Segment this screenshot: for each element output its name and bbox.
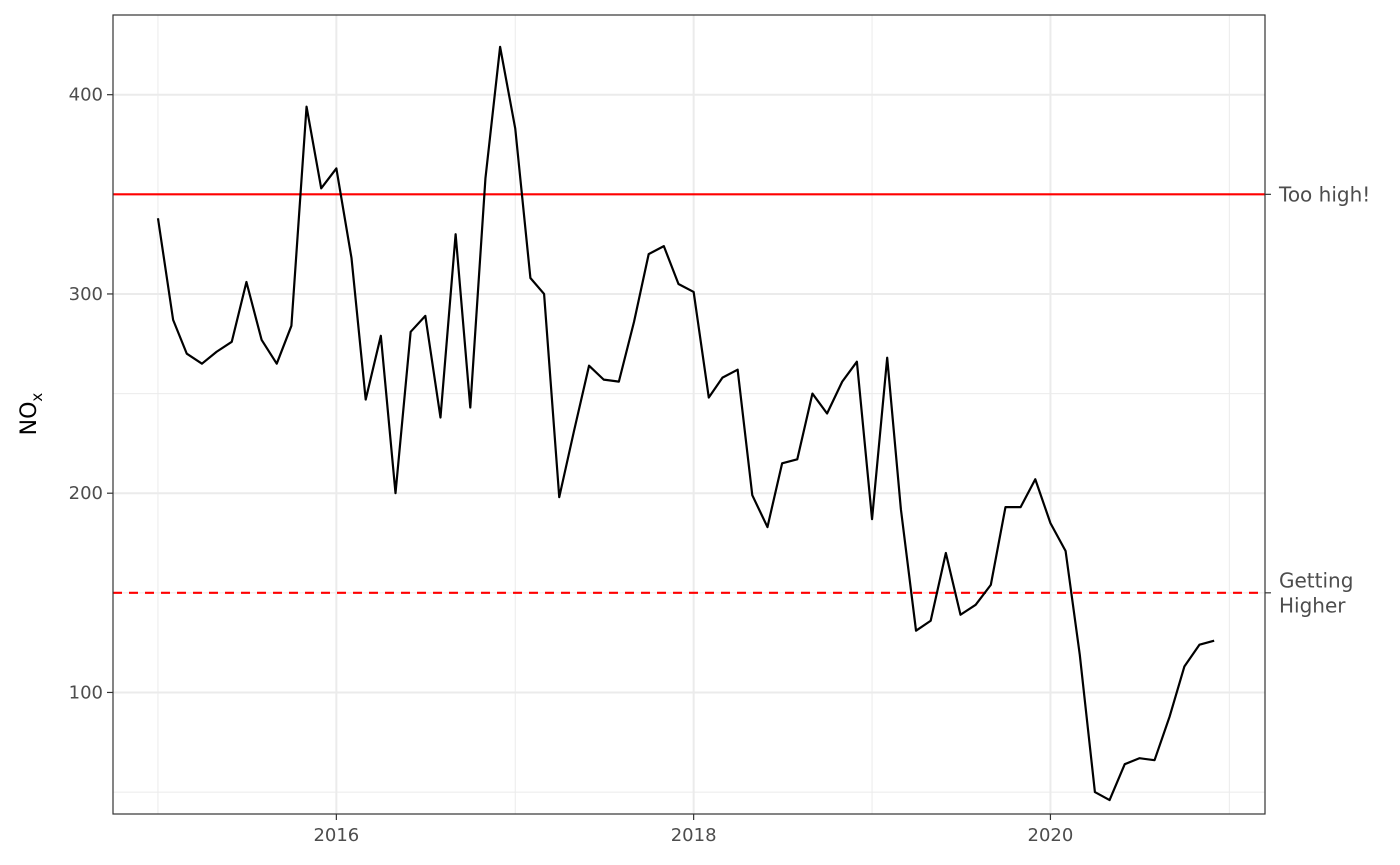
y-tick-label: 300	[69, 284, 103, 305]
y-tick-label: 100	[69, 682, 103, 703]
y-axis-title: NOx	[17, 393, 46, 436]
secondary-y-axis: Too high! Getting Higher	[1265, 182, 1370, 617]
x-axis: 2016 2018 2020	[313, 814, 1073, 846]
panel-background	[113, 15, 1265, 814]
panel-border	[112, 14, 1266, 815]
data-series	[156, 45, 1215, 802]
y-axis-title-main: NO	[17, 402, 42, 436]
reference-lines	[113, 193, 1265, 594]
reference-line-label-line: Too high!	[1278, 182, 1370, 206]
major-gridlines	[113, 15, 1265, 814]
reference-line-label-line: Higher	[1279, 593, 1346, 617]
y-axis: 100 200 300 400	[69, 85, 113, 703]
x-tick-label: 2020	[1028, 825, 1074, 846]
reference-line-label: Getting Higher	[1279, 568, 1353, 617]
reference-line-label: Too high!	[1278, 182, 1370, 206]
y-tick-label: 200	[69, 483, 103, 504]
reference-line-label-line: Getting	[1279, 568, 1353, 592]
x-tick-label: 2018	[671, 825, 717, 846]
y-axis-title-subscript: x	[28, 393, 46, 402]
y-tick-label: 400	[69, 85, 103, 106]
series-line	[156, 45, 1215, 802]
x-tick-label: 2016	[313, 825, 359, 846]
